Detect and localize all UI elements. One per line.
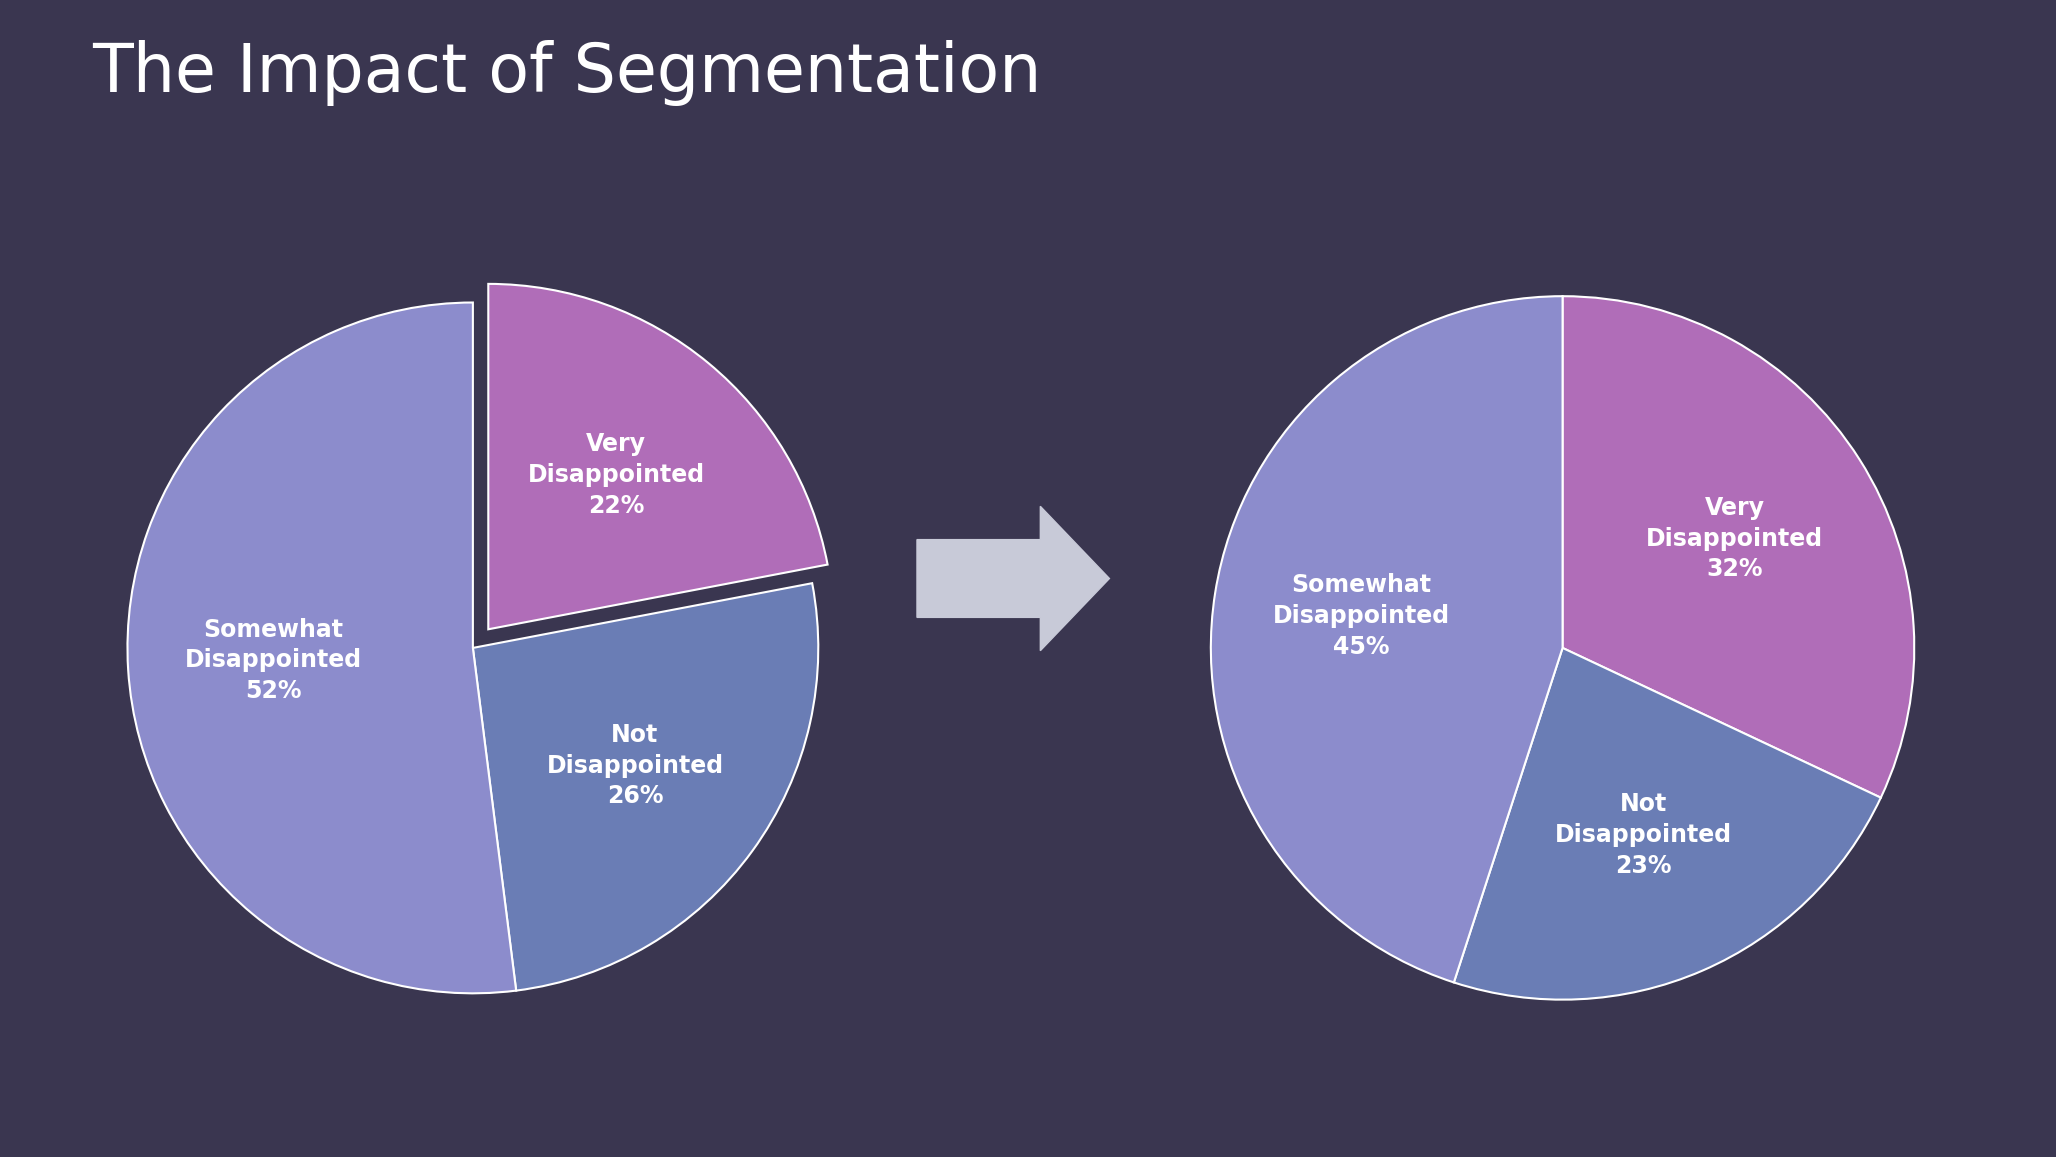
Text: Somewhat
Disappointed
45%: Somewhat Disappointed 45% <box>1273 574 1449 658</box>
Text: Very
Disappointed
32%: Very Disappointed 32% <box>1647 496 1824 581</box>
Wedge shape <box>1563 296 1914 797</box>
Text: Not
Disappointed
26%: Not Disappointed 26% <box>547 723 724 809</box>
Wedge shape <box>487 283 829 629</box>
Wedge shape <box>127 302 516 994</box>
Text: Somewhat
Disappointed
52%: Somewhat Disappointed 52% <box>185 618 362 703</box>
Text: Not
Disappointed
23%: Not Disappointed 23% <box>1554 793 1731 878</box>
FancyArrow shape <box>917 507 1110 650</box>
Wedge shape <box>1454 648 1881 1000</box>
Wedge shape <box>1211 296 1563 982</box>
Wedge shape <box>473 583 818 990</box>
Text: The Impact of Segmentation: The Impact of Segmentation <box>93 39 1042 106</box>
Text: Very
Disappointed
22%: Very Disappointed 22% <box>528 433 705 517</box>
